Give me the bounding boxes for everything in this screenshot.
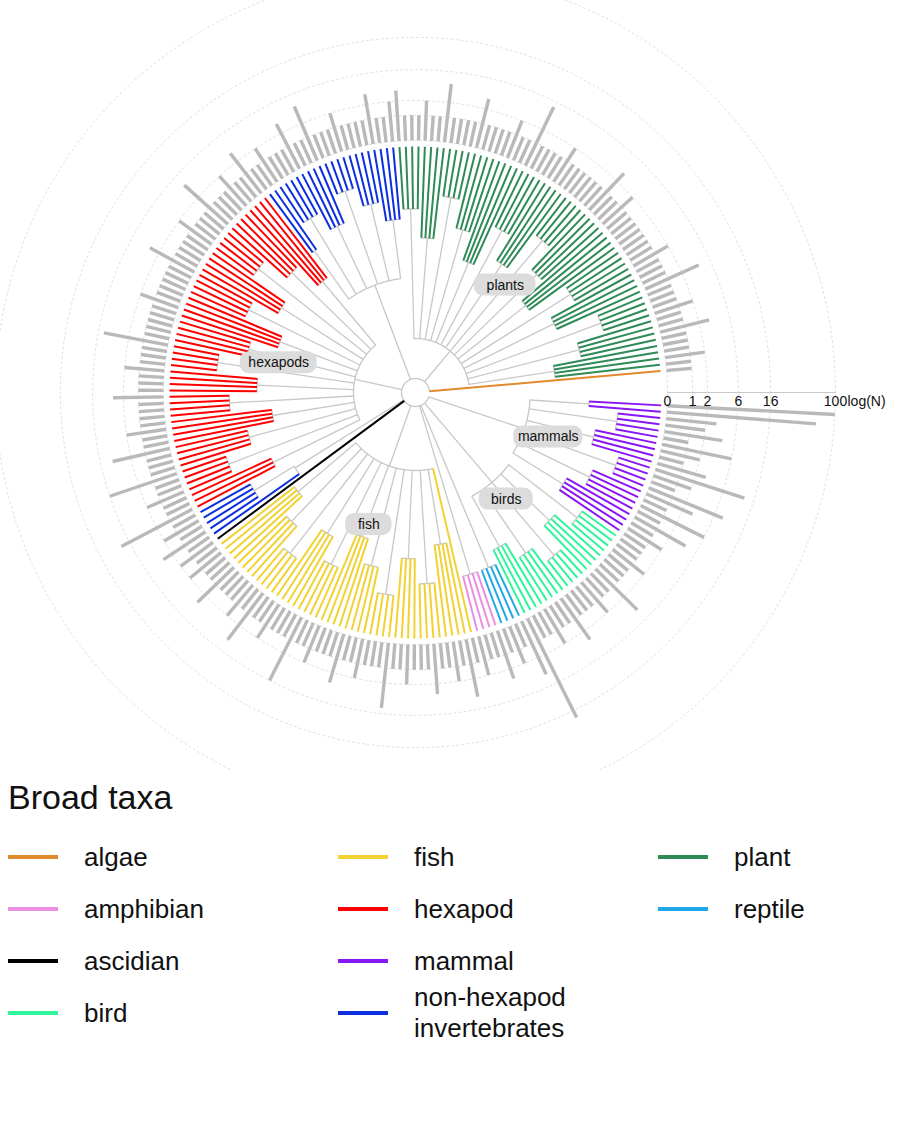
html-text:algae: algae [84, 841, 148, 872]
svg-text:fish: fish [358, 516, 380, 532]
svg-text:6: 6 [734, 393, 742, 409]
html-text:mammal: mammal [414, 945, 514, 976]
html-text:ascidian: ascidian [84, 945, 180, 976]
svg-text:2: 2 [704, 393, 712, 409]
svg-text:16: 16 [763, 393, 779, 409]
html-text:plant: plant [734, 841, 791, 872]
svg-text:1: 1 [689, 393, 697, 409]
html-text:hexapod: hexapod [414, 893, 514, 924]
svg-text:plants: plants [487, 277, 524, 293]
svg-text:0: 0 [664, 393, 672, 409]
svg-text:hexapods: hexapods [248, 354, 309, 370]
html-text:reptile: reptile [734, 893, 805, 924]
svg-text:mammals: mammals [518, 428, 579, 444]
html-text:bird: bird [84, 997, 128, 1028]
html-text:amphibian: amphibian [84, 893, 204, 924]
svg-text:birds: birds [491, 491, 521, 507]
html-text:Broad taxa: Broad taxa [8, 778, 173, 816]
html-text:fish: fish [414, 841, 455, 872]
svg-text:log(N): log(N) [848, 393, 886, 409]
html-text:non-hexapod invertebrates: non-hexapod invertebrates [414, 982, 566, 1043]
svg-text:100: 100 [824, 393, 848, 409]
